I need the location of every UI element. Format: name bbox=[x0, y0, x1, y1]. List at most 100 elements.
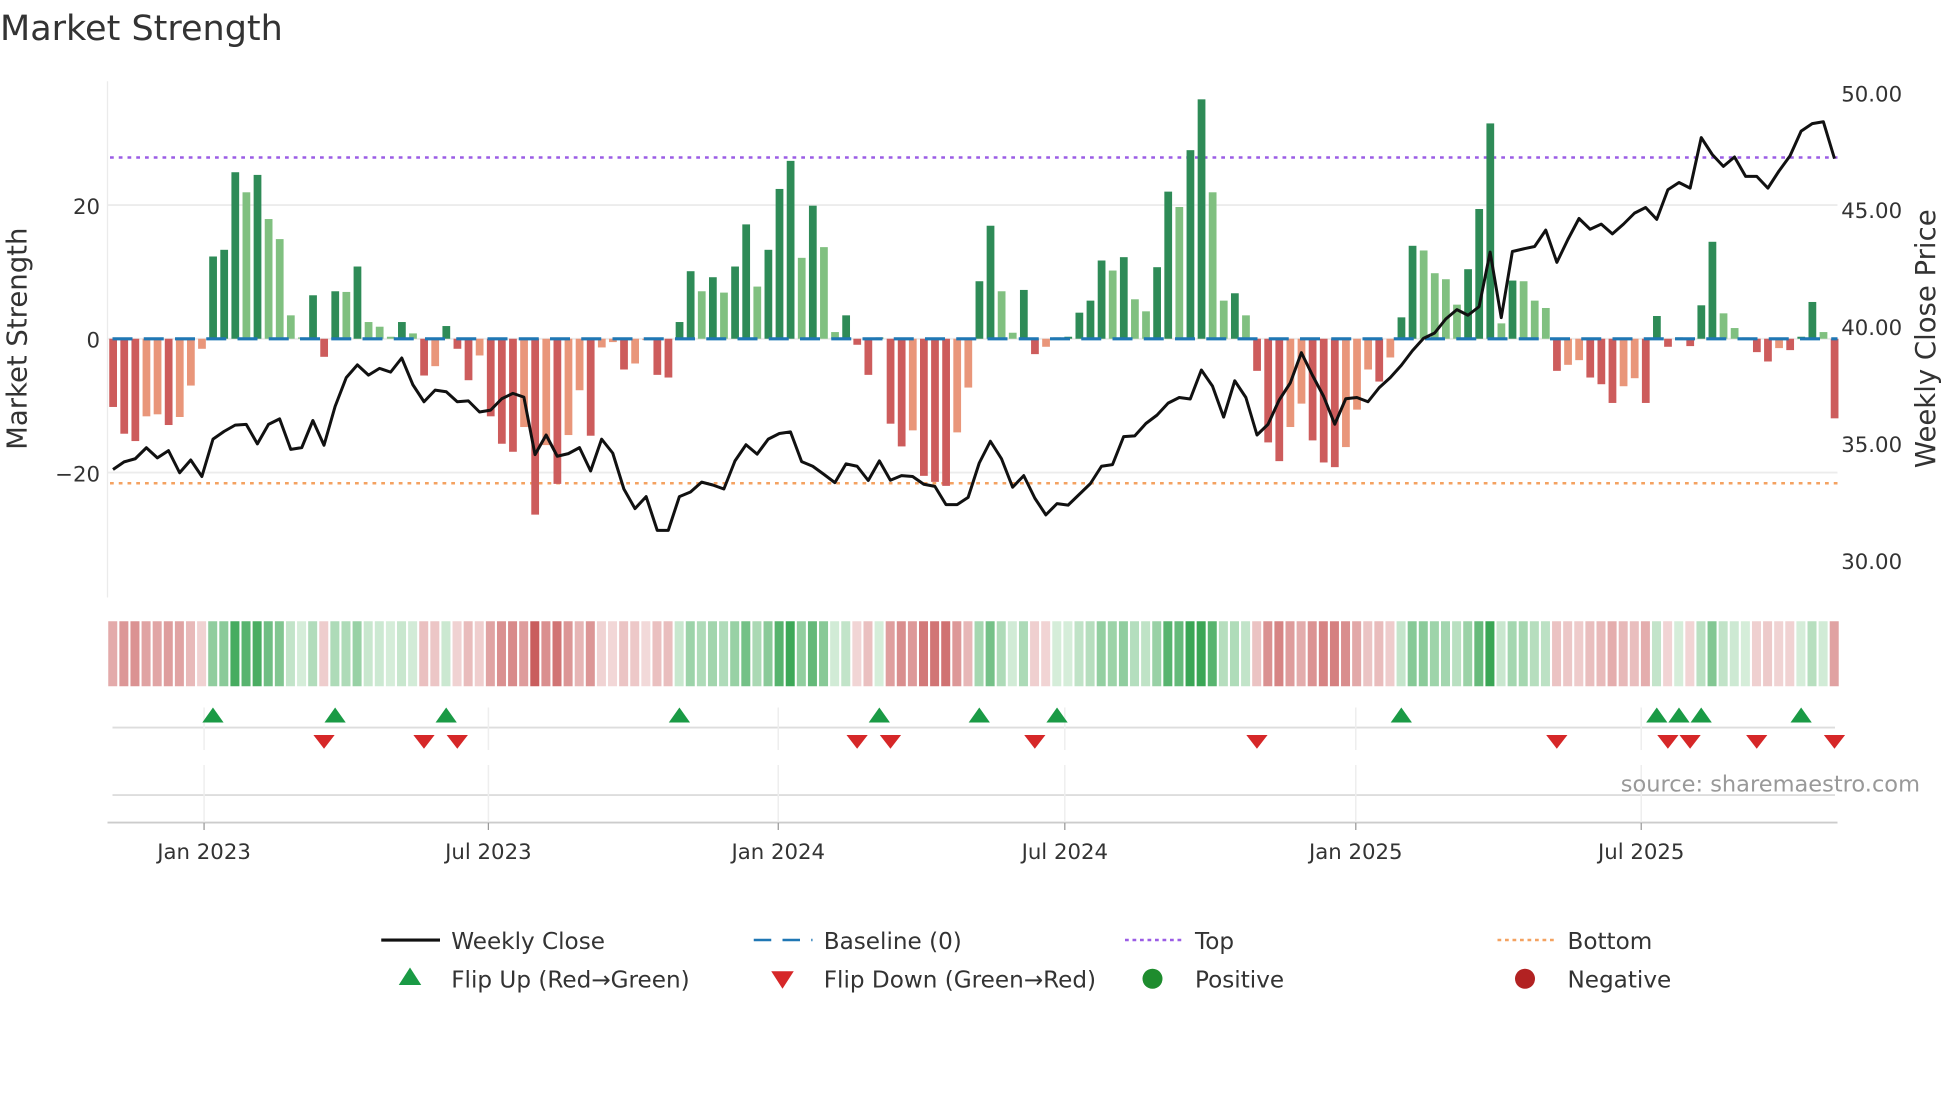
x-axis-ticks: Jan 2023 Jul 2023 Jan 2024 Jul 2024 Jan 2025… bbox=[155, 822, 1684, 865]
strength-bar bbox=[1497, 323, 1506, 339]
strength-bar bbox=[786, 160, 795, 339]
y2-tick-label: 35.00 bbox=[1841, 433, 1902, 458]
heat-cell bbox=[397, 621, 407, 687]
heat-cell bbox=[496, 621, 506, 687]
strength-bar bbox=[1230, 293, 1239, 339]
strength-bar bbox=[1619, 338, 1628, 387]
heat-cell bbox=[541, 621, 551, 687]
heat-cell bbox=[285, 621, 295, 687]
strength-bar bbox=[1630, 338, 1639, 379]
strength-bar bbox=[1641, 338, 1650, 403]
heat-cell bbox=[297, 621, 307, 687]
strength-bar bbox=[1597, 338, 1606, 385]
strength-bar bbox=[364, 322, 373, 339]
y2-tick-label: 50.00 bbox=[1841, 82, 1902, 107]
heat-cell bbox=[1429, 621, 1439, 687]
heat-cell bbox=[1296, 621, 1306, 687]
strength-bar bbox=[1175, 207, 1184, 339]
heat-cell bbox=[596, 621, 606, 687]
strength-bar bbox=[309, 295, 317, 339]
heat-cell bbox=[1818, 621, 1828, 687]
strength-bar bbox=[1475, 209, 1484, 339]
heat-cell bbox=[1441, 621, 1450, 687]
strength-bar bbox=[342, 291, 351, 339]
heat-cell bbox=[530, 621, 540, 687]
legend-item-close: Weekly Close bbox=[381, 929, 605, 955]
strength-bar bbox=[731, 266, 739, 339]
legend-label: Negative bbox=[1568, 968, 1672, 994]
legend-label: Baseline (0) bbox=[824, 929, 962, 955]
heat-cell bbox=[374, 621, 384, 687]
heat-cell bbox=[574, 621, 584, 687]
x-tick-label: Jan 2024 bbox=[729, 840, 825, 865]
heat-cell bbox=[208, 621, 218, 687]
heat-cell bbox=[241, 621, 251, 687]
strength-bar bbox=[920, 338, 928, 476]
flip-up-marker bbox=[435, 707, 457, 723]
strength-bar bbox=[186, 338, 195, 386]
heat-cell bbox=[563, 621, 573, 687]
heat-cell bbox=[1141, 621, 1151, 687]
strength-bar bbox=[475, 338, 484, 356]
strength-bar bbox=[575, 338, 584, 391]
heat-cell bbox=[1507, 621, 1517, 687]
heat-cell bbox=[752, 621, 762, 687]
source-credit: source: sharemaestro.com bbox=[1621, 771, 1920, 797]
strength-bar bbox=[1019, 289, 1028, 339]
heat-cell bbox=[485, 621, 495, 687]
strength-bar bbox=[331, 291, 340, 339]
strength-bar bbox=[209, 256, 217, 339]
heat-cell bbox=[130, 621, 140, 687]
left-axis-ticks: 20 0 −20 bbox=[55, 195, 100, 488]
heat-cell bbox=[941, 621, 951, 687]
strength-bar bbox=[1297, 338, 1306, 404]
strength-bar bbox=[486, 338, 495, 417]
heat-cell bbox=[763, 621, 773, 687]
strength-bar bbox=[142, 338, 151, 417]
right-axis-label: Weekly Close Price bbox=[1910, 209, 1942, 468]
flip-down-marker bbox=[1546, 735, 1568, 749]
strength-bar bbox=[1730, 328, 1739, 339]
flip-down-marker bbox=[413, 735, 435, 749]
heat-cell bbox=[685, 621, 695, 687]
heat-cell bbox=[1130, 621, 1140, 687]
strength-bar bbox=[797, 257, 806, 339]
heat-cell bbox=[652, 621, 662, 687]
heat-cell bbox=[952, 621, 962, 687]
strength-bar bbox=[609, 338, 617, 343]
heat-cell bbox=[641, 621, 651, 687]
strength-heatmap-strip bbox=[108, 621, 1839, 687]
heat-cell bbox=[519, 621, 529, 687]
heat-cell bbox=[1707, 621, 1717, 687]
strength-bar bbox=[1575, 338, 1584, 361]
strength-bar bbox=[564, 338, 573, 436]
flip-down-marker bbox=[1657, 735, 1679, 749]
flip-down-marker bbox=[846, 735, 868, 749]
heat-cell bbox=[552, 621, 562, 687]
strength-bar bbox=[1031, 338, 1039, 355]
strength-bar bbox=[153, 338, 162, 415]
heat-cell bbox=[1529, 621, 1539, 687]
heat-cell bbox=[1041, 621, 1051, 687]
strength-bar bbox=[742, 224, 751, 339]
heat-cell bbox=[1252, 621, 1262, 687]
strength-bar bbox=[675, 322, 684, 339]
strength-bar bbox=[1086, 300, 1095, 339]
legend-item-bottom: Bottom bbox=[1497, 929, 1652, 955]
strength-bar bbox=[1308, 338, 1317, 441]
flip-up-marker bbox=[1790, 707, 1812, 723]
strength-bar bbox=[1075, 312, 1084, 339]
strength-bar bbox=[375, 326, 384, 339]
heat-cell bbox=[1329, 621, 1339, 687]
heat-cell bbox=[1774, 621, 1784, 687]
strength-bar bbox=[1253, 338, 1261, 371]
heat-cell bbox=[1585, 621, 1595, 687]
heat-cell bbox=[919, 621, 929, 687]
heat-cell bbox=[585, 621, 595, 687]
strength-bar bbox=[886, 338, 895, 424]
strength-bar bbox=[1586, 338, 1595, 378]
strength-bar bbox=[464, 338, 473, 381]
strength-bar bbox=[531, 338, 540, 515]
strength-bar bbox=[1708, 241, 1717, 339]
heat-cell bbox=[1374, 621, 1384, 687]
